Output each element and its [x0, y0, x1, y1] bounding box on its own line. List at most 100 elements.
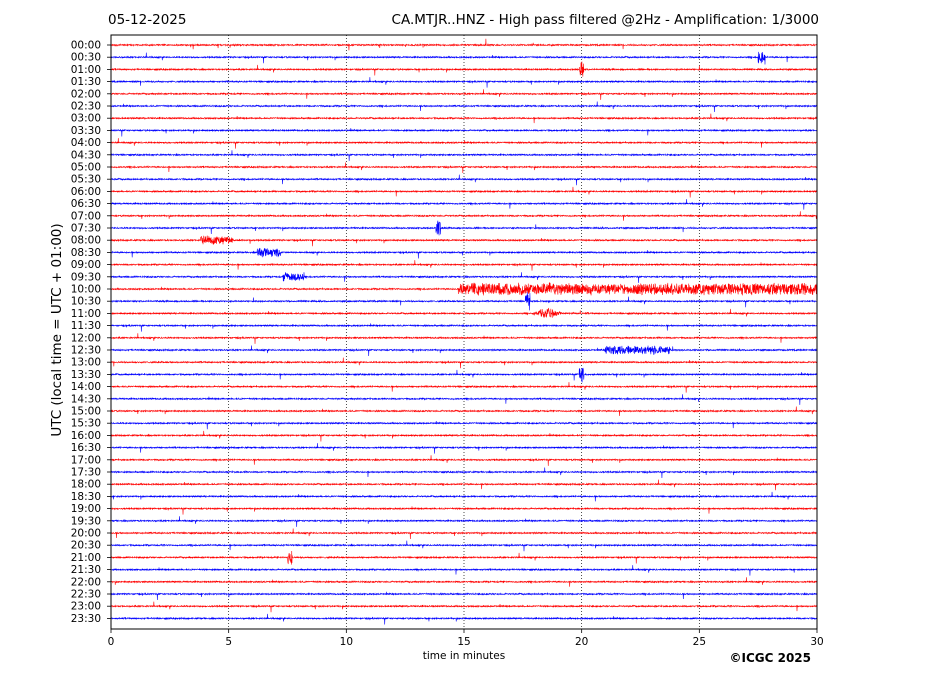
row-time-label: 23:00 [71, 601, 101, 613]
row-time-label: 04:30 [71, 149, 101, 161]
row-time-label: 07:00 [71, 210, 101, 222]
trace-line [110, 186, 818, 198]
row-time-label: 13:30 [71, 369, 101, 381]
trace-line [110, 150, 818, 161]
row-time-label: 12:30 [71, 345, 101, 357]
row-time-label: 08:30 [71, 247, 101, 259]
trace-line [110, 174, 818, 186]
trace-line [110, 345, 818, 357]
row-time-label: 02:30 [71, 101, 101, 113]
trace-line [110, 333, 818, 344]
row-time-label: 09:00 [71, 259, 101, 271]
trace-line [110, 577, 818, 587]
row-time-label: 10:00 [71, 284, 101, 296]
row-time-label: 16:00 [71, 430, 101, 442]
trace-line [110, 89, 818, 100]
row-time-label: 14:30 [71, 393, 101, 405]
trace-line [110, 307, 818, 318]
trace-line [110, 591, 818, 601]
row-time-label: 17:00 [71, 454, 101, 466]
trace-line [110, 272, 818, 283]
trace-line [110, 51, 818, 65]
trace-line [110, 420, 818, 430]
trace-line [110, 162, 818, 174]
trace-line [110, 467, 818, 479]
row-time-label: 15:00 [71, 406, 101, 418]
row-time-label: 19:30 [71, 515, 101, 527]
row-time-label: 04:00 [71, 137, 101, 149]
row-time-label: 01:30 [71, 76, 101, 88]
x-tick-label: 5 [225, 636, 232, 648]
trace-line [110, 506, 818, 515]
trace-line [110, 491, 818, 502]
row-time-label: 05:00 [71, 162, 101, 174]
row-time-label: 22:00 [71, 576, 101, 588]
trace-line [110, 323, 818, 332]
trace-line [110, 601, 818, 613]
trace-line [110, 260, 818, 271]
row-time-label: 11:30 [71, 320, 101, 332]
trace-line [110, 540, 818, 552]
row-time-label: 06:30 [71, 198, 101, 210]
row-time-label: 01:00 [71, 64, 101, 76]
chart-title: CA.MTJR..HNZ - High pass filtered @2Hz -… [391, 12, 819, 28]
row-time-label: 05:30 [71, 174, 101, 186]
row-time-label: 21:00 [71, 552, 101, 564]
trace-line [110, 550, 818, 565]
row-time-label: 21:30 [71, 564, 101, 576]
trace-line [110, 528, 818, 540]
row-time-label: 12:00 [71, 332, 101, 344]
row-time-label: 10:30 [71, 296, 101, 308]
row-time-label: 22:30 [71, 589, 101, 601]
row-time-label: 20:30 [71, 540, 101, 552]
x-tick-label: 10 [340, 636, 353, 648]
row-time-label: 00:00 [71, 40, 101, 52]
trace-line [110, 430, 818, 442]
row-time-label: 15:30 [71, 418, 101, 430]
trace-line [110, 77, 818, 88]
row-time-label: 03:30 [71, 125, 101, 137]
row-time-label: 18:30 [71, 491, 101, 503]
trace-line [110, 199, 818, 210]
x-tick-label: 30 [810, 636, 823, 648]
row-time-label: 09:30 [71, 271, 101, 283]
trace-line [110, 357, 818, 369]
x-tick-label: 25 [693, 636, 706, 648]
row-time-label: 06:00 [71, 186, 101, 198]
copyright-notice: ©ICGC 2025 [729, 651, 811, 665]
chart-date: 05-12-2025 [108, 12, 187, 28]
trace-line [110, 479, 818, 491]
row-time-label: 08:00 [71, 235, 101, 247]
trace-line [110, 443, 818, 454]
trace-line [110, 613, 818, 625]
trace-line [110, 138, 818, 149]
trace-line [110, 128, 818, 137]
x-tick-label: 15 [457, 636, 470, 648]
trace-line [110, 516, 818, 527]
trace-line [110, 101, 818, 113]
row-time-label: 14:00 [71, 381, 101, 393]
trace-line [110, 61, 818, 77]
row-time-label: 00:30 [71, 52, 101, 64]
trace-line [110, 235, 818, 247]
trace-line [110, 394, 818, 405]
x-tick-label: 20 [575, 636, 588, 648]
row-time-label: 13:00 [71, 357, 101, 369]
row-time-label: 20:00 [71, 528, 101, 540]
row-time-label: 11:00 [71, 308, 101, 320]
row-time-label: 03:00 [71, 113, 101, 125]
row-time-label: 23:30 [71, 613, 101, 625]
trace-line [110, 382, 818, 393]
trace-line [110, 38, 818, 51]
trace-line [110, 211, 818, 221]
x-axis-label: time in minutes [422, 650, 506, 662]
x-tick-label: 0 [108, 636, 115, 648]
trace-line [110, 220, 818, 236]
trace-line [110, 281, 818, 296]
row-time-label: 16:30 [71, 442, 101, 454]
trace-line [110, 455, 818, 466]
row-time-label: 19:00 [71, 503, 101, 515]
row-time-label: 17:30 [71, 467, 101, 479]
trace-line [110, 292, 818, 311]
